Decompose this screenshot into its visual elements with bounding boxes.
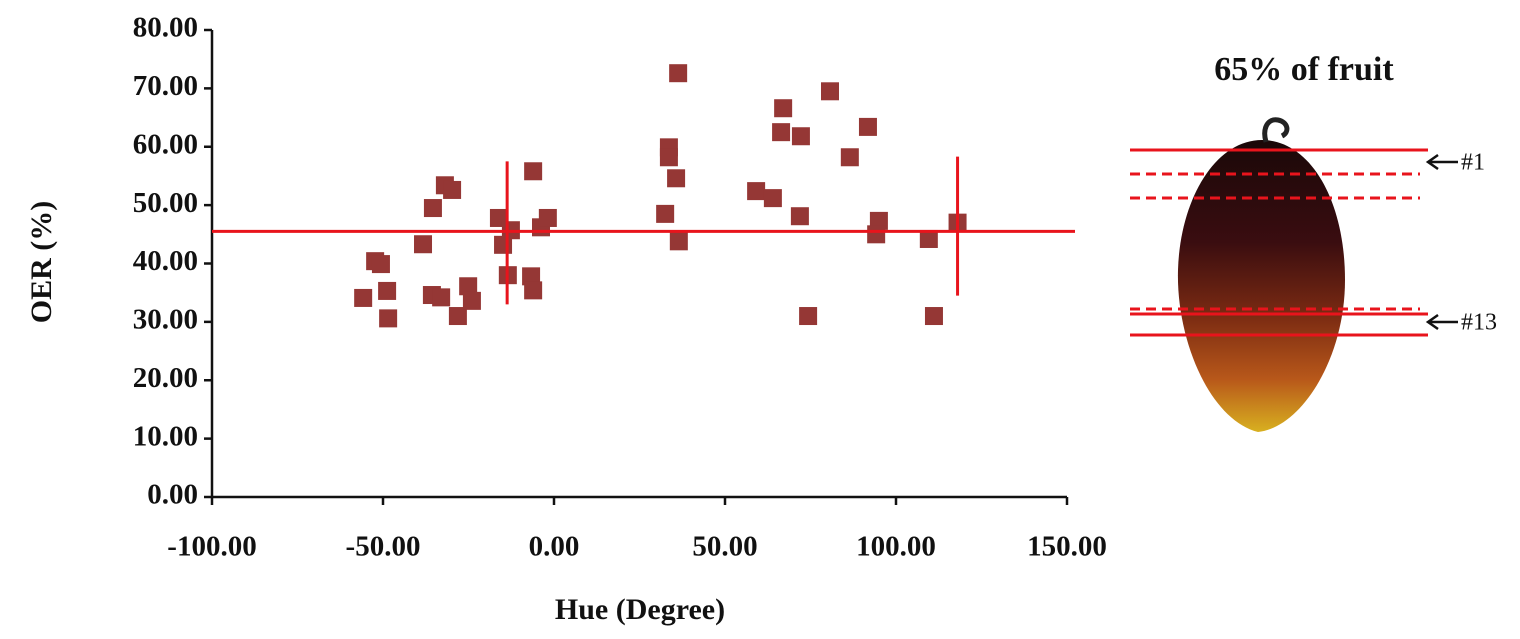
point [524,281,543,300]
point [867,225,886,244]
point [448,307,467,326]
point [423,199,442,218]
point [763,189,782,208]
x-tick-label: 100.00 [856,531,936,563]
y-tick-label: 70.00 [133,70,198,102]
point [791,127,810,146]
point [790,207,809,226]
point [432,288,451,307]
point [919,229,938,248]
y-tick-label: 10.00 [133,420,198,452]
point [667,169,686,188]
point [378,281,397,300]
point [669,64,688,83]
point [538,208,557,227]
y-tick-label: 0.00 [147,479,198,511]
fruit-shape [1177,140,1345,432]
figure-label: #1 [1461,150,1485,176]
y-tick-label: 30.00 [133,304,198,336]
point [414,235,433,254]
x-tick-label: -50.00 [346,531,421,563]
y-tick-label: 80.00 [133,12,198,44]
x-tick-label: -100.00 [167,531,256,563]
y-tick-label: 40.00 [133,245,198,277]
point [858,117,877,136]
point [820,82,839,101]
figure-title: 65% of fruit [1214,51,1394,88]
point [924,307,943,326]
point [371,255,390,274]
y-tick-label: 50.00 [133,187,198,219]
cut-lines [1130,148,1428,337]
figure-label: #13 [1461,310,1497,336]
point [354,288,373,307]
fruit-figure: 65% of fruit #1 #13 [1130,51,1497,432]
arrows [1425,153,1458,331]
point [379,309,398,328]
point [443,180,462,199]
point [459,277,478,296]
point [772,123,791,142]
point [522,267,541,286]
point [462,291,481,310]
point [774,99,793,118]
fruit-stem [1262,117,1290,143]
y-tick-label: 20.00 [133,362,198,394]
point [669,232,688,251]
x-axis-title: Hue (Degree) [555,593,725,626]
x-tick-label: 150.00 [1027,531,1107,563]
point [799,307,818,326]
point [747,182,766,201]
point [840,148,859,167]
point [659,148,678,167]
point [656,204,675,223]
y-tick-label: 60.00 [133,128,198,160]
y-axis-title: OER (%) [25,201,58,324]
point [524,162,543,181]
x-tick-label: 0.00 [529,531,580,563]
x-tick-label: 50.00 [692,531,757,563]
